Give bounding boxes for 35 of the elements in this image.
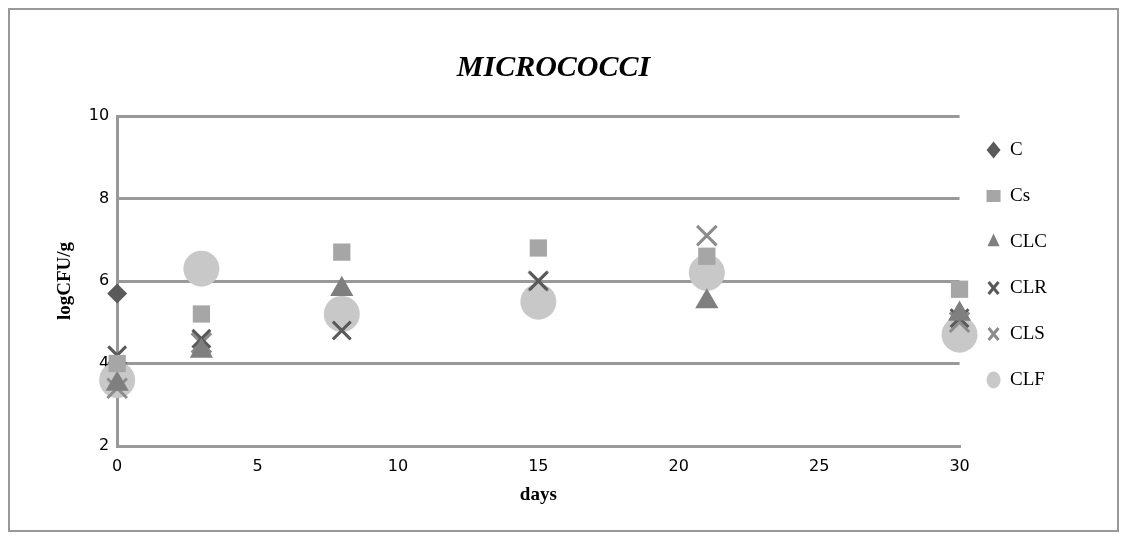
x-tick-label: 5 <box>252 455 263 475</box>
point <box>323 296 360 332</box>
x-tick-label: 10 <box>387 455 409 475</box>
y-tick-label: 10 <box>88 105 110 125</box>
legend-label: CLS <box>1010 321 1045 343</box>
legend-label: CLC <box>1010 229 1047 251</box>
point <box>695 224 719 247</box>
point <box>529 239 547 257</box>
y-tick-label: 8 <box>98 187 110 207</box>
y-axis-title: logCFU/g <box>53 241 75 321</box>
legend-label: C <box>1010 137 1023 159</box>
x-tick-label: 30 <box>949 455 970 475</box>
point <box>949 307 970 329</box>
point <box>190 328 212 350</box>
point <box>520 283 557 320</box>
point <box>183 250 220 287</box>
point <box>948 310 971 334</box>
y-tick-label: 6 <box>98 270 110 290</box>
point <box>108 354 126 373</box>
point <box>950 280 969 298</box>
point <box>107 283 128 304</box>
point <box>192 305 211 323</box>
x-tick-label: 15 <box>528 455 549 475</box>
y-tick-label: 2 <box>98 435 110 455</box>
legend-label: CLR <box>1010 275 1048 297</box>
x-axis-title: days <box>519 482 557 504</box>
x-tick-label: 25 <box>808 455 830 475</box>
chart-title: MICROCOCCI <box>455 48 652 82</box>
legend-label: Cs <box>1010 183 1031 205</box>
x-tick-label: 20 <box>668 455 689 475</box>
point <box>331 320 353 341</box>
x-tick-label: 0 <box>112 455 123 475</box>
legend-label: CLF <box>1010 367 1045 389</box>
point <box>333 243 351 261</box>
point <box>698 247 716 265</box>
